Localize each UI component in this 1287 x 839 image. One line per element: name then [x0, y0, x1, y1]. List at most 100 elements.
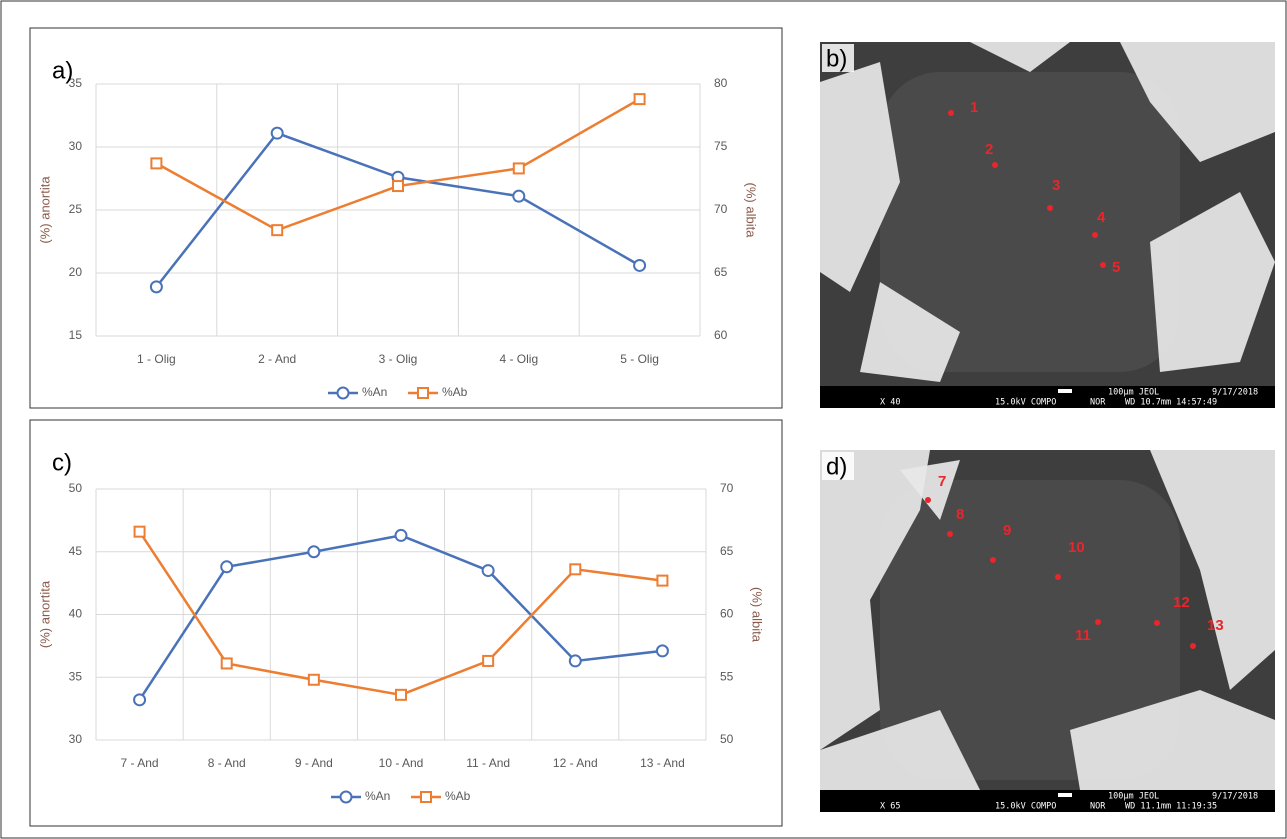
- data-point: [150, 157, 163, 170]
- footer-text: 15.0kV COMPO: [995, 802, 1056, 812]
- y2-tick-label: 55: [720, 669, 734, 683]
- point-label: 8: [956, 506, 964, 523]
- x-tick-label: 2 - And: [258, 352, 296, 366]
- y2-tick-label: 60: [714, 328, 728, 342]
- y-axis-title: (%) anortita: [37, 176, 52, 244]
- analysis-point: [992, 162, 998, 168]
- image-mask: [820, 386, 1275, 408]
- data-point: [481, 564, 495, 578]
- point-label: 11: [1075, 627, 1091, 644]
- image-grain: [880, 72, 1180, 372]
- point-label: 13: [1207, 617, 1224, 634]
- scale-text: 100µm JEOL: [1108, 388, 1159, 398]
- point-label: 7: [938, 473, 946, 490]
- data-point: [149, 280, 163, 294]
- x-tick-label: 11 - And: [466, 756, 510, 770]
- y-tick-label: 45: [69, 544, 83, 558]
- date-text: 9/17/2018: [1212, 388, 1258, 398]
- data-point: [271, 224, 284, 237]
- analysis-point: [948, 110, 954, 116]
- y-tick-label: 15: [69, 328, 83, 342]
- point-label: 3: [1052, 177, 1060, 194]
- y2-tick-label: 65: [720, 544, 734, 558]
- data-point: [307, 545, 321, 559]
- y-tick-label: 50: [69, 481, 83, 495]
- analysis-point: [947, 531, 953, 537]
- scale-bar: [1058, 793, 1072, 797]
- image-grain: [880, 480, 1180, 780]
- y-tick-label: 40: [69, 607, 83, 621]
- data-point: [512, 162, 525, 175]
- analysis-point: [1055, 574, 1061, 580]
- bright-mineral: [820, 450, 930, 750]
- panel-label: b): [826, 45, 847, 72]
- legend-marker: [417, 387, 429, 399]
- data-point: [307, 673, 320, 686]
- legend-label: %An: [365, 789, 390, 803]
- point-label: 1: [970, 99, 978, 116]
- y-tick-label: 30: [69, 732, 83, 746]
- scale-text: 100µm JEOL: [1108, 792, 1159, 802]
- image-label-bg: [822, 452, 854, 480]
- data-point: [633, 93, 646, 106]
- x-tick-label: 7 - And: [121, 756, 159, 770]
- data-point: [220, 560, 234, 574]
- x-tick-label: 10 - And: [379, 756, 424, 770]
- footer-text: X 40: [880, 398, 900, 408]
- point-label: 9: [1003, 522, 1011, 539]
- y2-tick-label: 75: [714, 139, 728, 153]
- data-point: [270, 126, 284, 140]
- y2-tick-label: 65: [714, 265, 728, 279]
- y2-tick-label: 70: [714, 202, 728, 216]
- bright-mineral: [860, 282, 960, 382]
- chart-border: [29, 419, 783, 827]
- y-tick-label: 25: [69, 202, 83, 216]
- panel-label: a): [52, 57, 73, 84]
- analysis-point: [925, 497, 931, 503]
- point-label: 4: [1097, 209, 1106, 226]
- y2-tick-label: 50: [720, 732, 734, 746]
- bright-mineral: [900, 460, 960, 520]
- footer-text: WD 11.1mm 11:19:35: [1125, 802, 1217, 812]
- y2-axis-title: (%) albita: [750, 587, 765, 643]
- legend-marker: [420, 791, 432, 803]
- legend-label: %An: [362, 385, 387, 399]
- y2-tick-label: 80: [714, 76, 728, 90]
- date-text: 9/17/2018: [1212, 792, 1258, 802]
- y2-axis-title: (%) albita: [744, 183, 759, 239]
- y-tick-label: 35: [69, 669, 83, 683]
- sem-image: 1 2 3 4 5 b) 100µm JEOL 9/17/2018 X 40 15.0kV COM…: [820, 42, 1275, 408]
- x-tick-label: 5 - Olig: [620, 352, 659, 366]
- data-point: [512, 189, 526, 203]
- data-point: [133, 693, 147, 707]
- footer-text: WD 10.7mm 14:57:49: [1125, 398, 1217, 408]
- data-point: [395, 688, 407, 701]
- chart-border: [29, 27, 783, 409]
- x-tick-label: 13 - And: [640, 756, 685, 770]
- sem-image: 78 9 10 11 12 13 d) 100µm JEOL 9/17/2018 X 65 15.0…: [820, 450, 1275, 812]
- y-tick-label: 35: [69, 76, 83, 90]
- analysis-point: [1154, 620, 1160, 626]
- legend-label: %Ab: [445, 789, 471, 803]
- y2-tick-label: 60: [720, 607, 734, 621]
- data-point: [633, 258, 647, 272]
- footer-text: NOR: [1090, 398, 1106, 408]
- bright-mineral: [1120, 42, 1275, 162]
- bright-mineral: [1150, 192, 1275, 372]
- legend-marker: [339, 790, 353, 804]
- legend-label: %Ab: [442, 385, 468, 399]
- data-point: [392, 180, 404, 193]
- y2-tick-label: 70: [720, 481, 734, 495]
- analysis-point: [1047, 205, 1053, 211]
- x-tick-label: 4 - Olig: [499, 352, 538, 366]
- panel-label: c): [52, 449, 72, 476]
- footer-text: X 65: [880, 802, 900, 812]
- data-point: [569, 563, 582, 576]
- footer-text: 15.0kV COMPO: [995, 398, 1056, 408]
- data-point: [482, 654, 495, 667]
- data-point: [656, 574, 669, 587]
- footer-text: NOR: [1090, 802, 1106, 812]
- data-point: [133, 525, 146, 538]
